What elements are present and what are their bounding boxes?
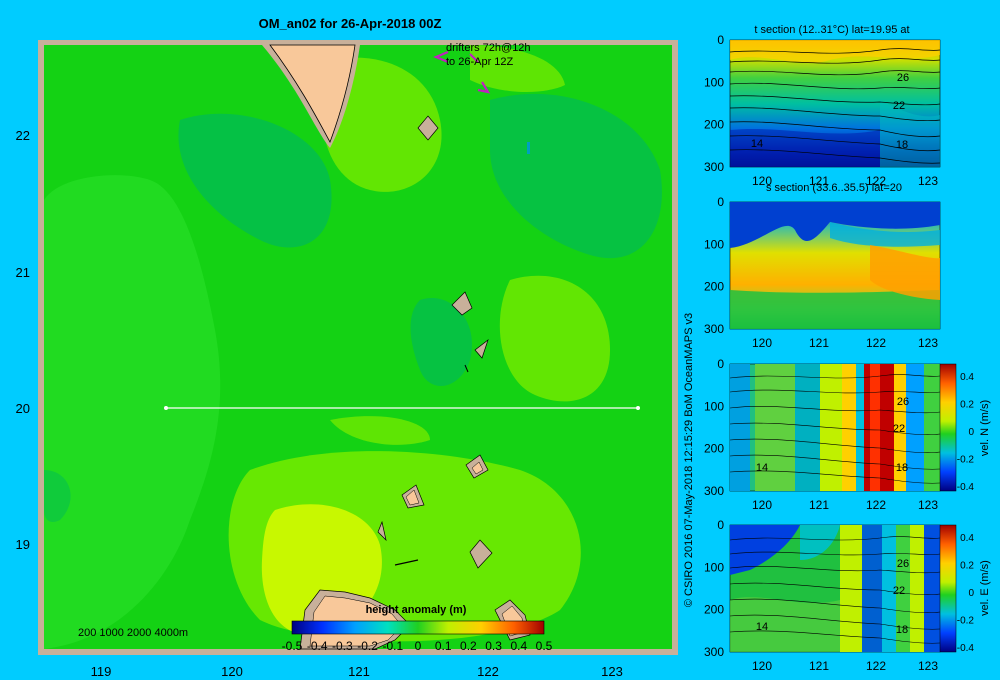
colorbar-tick-label: -0.5 (282, 639, 303, 653)
contour-label: 14 (751, 138, 763, 150)
x-tick-label: 121 (348, 664, 370, 679)
x-tick-label: 119 (91, 664, 112, 679)
lon-tick-label: 121 (809, 659, 829, 673)
v-section-panel: 26 22 18 14 (729, 363, 957, 492)
map-title: OM_an02 for 26-Apr-2018 00Z (258, 16, 442, 31)
contour-label: 14 (756, 462, 768, 474)
x-tick-label: 123 (601, 664, 623, 679)
vel-n-label: vel. N (m/s) (979, 400, 991, 456)
main-map (38, 40, 678, 655)
vel-colorbar-tick-label: 0.4 (960, 372, 974, 383)
panel-colorbar-ticks: 0.4 0.2 0 -0.2 -0.4 0.4 0.2 0 -0.2 -0.4 (957, 372, 975, 654)
contour-label: 18 (896, 139, 908, 151)
vel-colorbar-tick-label: 0.2 (960, 561, 974, 572)
s-section-title: s section (33.6..35.5) lat=20 (766, 182, 902, 194)
colorbar-tick-label: -0.1 (382, 639, 403, 653)
s-section-panel: s section (33.6..35.5) lat=20 (729, 182, 941, 330)
colorbar-tick-label: 0.1 (435, 639, 452, 653)
section-line (164, 406, 640, 410)
depth-tick-label: 200 (704, 118, 724, 132)
lon-tick-label: 121 (809, 174, 829, 188)
lon-tick-label: 122 (866, 174, 886, 188)
lon-tick-label: 122 (866, 498, 886, 512)
lon-tick-label: 123 (918, 336, 938, 350)
depth-tick-label: 300 (704, 645, 724, 659)
colorbar-tick-label: 0.5 (536, 639, 553, 653)
contour-label: 18 (896, 624, 908, 636)
colorbar-tick-label: 0.4 (510, 639, 527, 653)
depth-tick-label: 100 (704, 560, 724, 574)
map-y-axis: 22 21 20 19 (16, 128, 30, 552)
x-tick-label: 120 (221, 664, 243, 679)
vel-colorbar-tick-label: -0.2 (957, 455, 975, 466)
depth-tick-label: 300 (704, 322, 724, 336)
colorbar-tick-label: -0.2 (357, 639, 378, 653)
vel-colorbar-tick-label: -0.4 (957, 643, 975, 654)
lon-tick-label: 120 (752, 498, 772, 512)
map-x-axis: 119 120 121 122 123 (91, 664, 623, 679)
colorbar-title: height anomaly (m) (366, 604, 467, 616)
depth-tick-label: 300 (704, 160, 724, 174)
depth-tick-label: 0 (717, 33, 724, 47)
lon-tick-label: 121 (809, 498, 829, 512)
colorbar-tick-label: -0.4 (307, 639, 328, 653)
colorbar-tick-label: -0.3 (332, 639, 353, 653)
vel-colorbar-tick-label: 0.4 (960, 533, 974, 544)
vel-e-label: vel. E (m/s) (979, 560, 991, 616)
depth-tick-label: 200 (704, 280, 724, 294)
colorbar-tick-label: 0 (415, 639, 422, 653)
depth-legend: 200 1000 2000 4000m (78, 627, 188, 639)
depth-tick-label: 100 (704, 75, 724, 89)
x-tick-label: 122 (477, 664, 499, 679)
contour-label: 22 (893, 423, 905, 435)
colorbar: height anomaly (m) -0.5 -0.4 -0.3 -0.2 -0.1 0… (282, 604, 553, 653)
lon-tick-label: 120 (752, 659, 772, 673)
lon-tick-label: 123 (918, 659, 938, 673)
contour-label: 22 (893, 585, 905, 597)
contour-label: 26 (897, 396, 909, 408)
y-tick-label: 20 (16, 401, 30, 416)
lon-tick-label: 120 (752, 174, 772, 188)
depth-tick-label: 0 (717, 357, 724, 371)
contour-label: 22 (893, 100, 905, 112)
panel-axes: 0 100 200 300 120 121 122 123 0 100 200 300 120 121 12… (704, 33, 938, 673)
depth-tick-label: 100 (704, 399, 724, 413)
contour-label: 26 (897, 558, 909, 570)
y-tick-label: 21 (16, 265, 30, 280)
vel-colorbar-tick-label: -0.4 (957, 482, 975, 493)
depth-tick-label: 0 (717, 518, 724, 532)
lon-tick-label: 122 (866, 336, 886, 350)
depth-tick-label: 200 (704, 603, 724, 617)
y-tick-label: 22 (16, 128, 30, 143)
t-section-panel: t section (12..31°C) lat=19.95 at 26 22 … (729, 24, 941, 168)
vel-colorbar-tick-label: 0 (968, 588, 974, 599)
lon-tick-label: 122 (866, 659, 886, 673)
vel-colorbar-tick-label: -0.2 (957, 616, 975, 627)
vel-colorbar-tick-label: 0 (968, 427, 974, 438)
drifters-label: drifters 72h@12h (446, 42, 531, 54)
drifters-label-date: to 26-Apr 12Z (446, 56, 514, 68)
depth-tick-label: 200 (704, 442, 724, 456)
t-section-title: t section (12..31°C) lat=19.95 at (754, 24, 909, 36)
depth-tick-label: 100 (704, 237, 724, 251)
contour-label: 14 (756, 621, 768, 633)
drifter-tracks (433, 50, 491, 94)
colorbar-tick-label: 0.2 (460, 639, 477, 653)
u-section-panel: 26 22 18 14 (729, 524, 957, 653)
depth-tick-label: 0 (717, 195, 724, 209)
vel-colorbar-tick-label: 0.2 (960, 400, 974, 411)
lon-tick-label: 123 (918, 498, 938, 512)
lon-tick-label: 121 (809, 336, 829, 350)
lon-tick-label: 123 (918, 174, 938, 188)
credit-text: © CSIRO 2016 07-May-2018 12:15:29 BoM Oc… (683, 313, 695, 607)
depth-tick-label: 300 (704, 484, 724, 498)
y-tick-label: 19 (16, 537, 30, 552)
contour-label: 18 (896, 462, 908, 474)
contour-label: 26 (897, 72, 909, 84)
lon-tick-label: 120 (752, 336, 772, 350)
colorbar-tick-label: 0.3 (485, 639, 502, 653)
